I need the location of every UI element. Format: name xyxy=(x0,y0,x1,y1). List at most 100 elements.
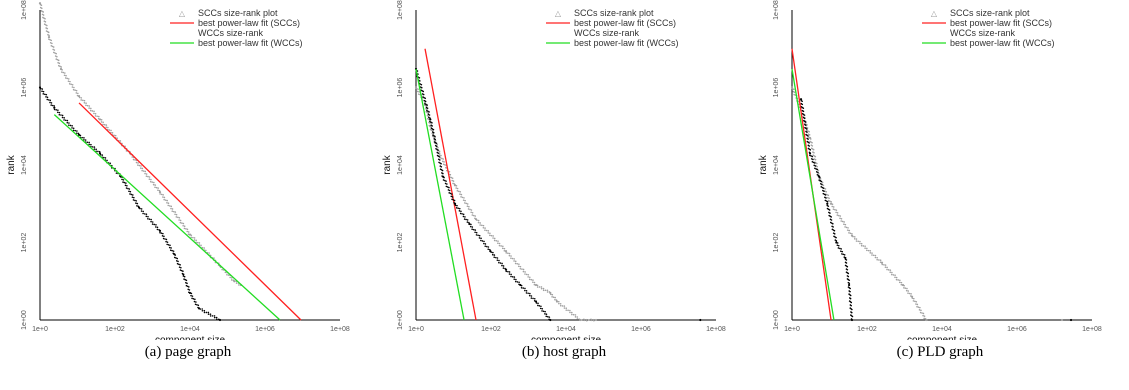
data-point-interp xyxy=(157,187,159,189)
data-point-interp xyxy=(848,279,851,282)
data-point-interp xyxy=(828,209,831,211)
data-point-interp xyxy=(66,121,69,124)
data-point xyxy=(453,202,457,205)
data-point-interp xyxy=(570,311,573,314)
caption-page-graph: (a) page graph xyxy=(144,344,232,360)
data-point-interp xyxy=(155,224,157,226)
data-point-interp xyxy=(148,178,151,180)
data-point-interp xyxy=(434,138,437,141)
data-point-interp xyxy=(831,205,834,208)
data-point-interp xyxy=(554,298,556,301)
data-point-interp xyxy=(887,269,890,271)
data-point-interp xyxy=(493,237,496,240)
data-point-interp xyxy=(198,242,201,244)
data-point-interp xyxy=(121,178,123,181)
data-point-interp xyxy=(878,259,880,261)
data-point-interp xyxy=(195,301,197,303)
data-point-interp xyxy=(46,98,49,101)
data-point-interp xyxy=(131,194,134,196)
data-point-interp xyxy=(438,150,441,153)
data-point-interp xyxy=(528,276,531,279)
data-point-interp xyxy=(548,316,551,318)
data-point-interp xyxy=(172,210,175,213)
data-point-interp xyxy=(151,223,154,225)
data-point-interp xyxy=(47,99,50,101)
data-point-interp xyxy=(107,126,109,129)
data-point-interp xyxy=(466,205,469,207)
data-point-interp xyxy=(479,222,482,224)
data-point-interp xyxy=(167,202,170,205)
data-point-interp xyxy=(448,192,451,194)
data-point-interp xyxy=(175,260,178,262)
data-point xyxy=(579,318,582,322)
x-axis-label: component size xyxy=(155,335,225,340)
data-point-interp xyxy=(851,315,854,318)
data-point-interp xyxy=(114,134,117,137)
data-point-interp xyxy=(46,24,48,27)
data-point-interp xyxy=(482,226,485,229)
data-point-interp xyxy=(911,297,914,299)
data-point xyxy=(77,133,81,136)
data-point-interp xyxy=(845,226,848,229)
data-point-interp xyxy=(98,150,101,153)
data-point-interp xyxy=(100,121,103,123)
data-point-interp xyxy=(193,300,196,303)
data-point-interp xyxy=(437,149,439,151)
data-point xyxy=(182,273,185,276)
data-point-interp xyxy=(442,163,445,166)
data-point-interp xyxy=(809,138,812,140)
data-point-interp xyxy=(918,309,921,311)
data-point-interp xyxy=(852,235,854,238)
data-point-interp xyxy=(68,83,71,85)
data-point-interp xyxy=(216,318,218,321)
data-point-interp xyxy=(226,273,228,276)
chart-page-graph: 1e+0 1e+02 1e+04 1e+06 1e+08 1e+00 1e+02 1e+04 1… xyxy=(6,0,350,340)
data-point-interp xyxy=(67,78,70,80)
data-point-interp xyxy=(162,196,164,198)
data-point-interp xyxy=(93,148,96,150)
data-point-interp xyxy=(130,193,133,196)
data-point-interp xyxy=(894,274,896,277)
data-point-interp xyxy=(93,112,95,115)
data-point-interp xyxy=(456,204,458,207)
data-point-interp xyxy=(55,58,58,60)
data-point-interp xyxy=(519,265,522,268)
data-point-interp xyxy=(136,205,138,207)
data-point-interp xyxy=(466,203,469,205)
data-point-interp xyxy=(516,263,519,265)
data-point-interp xyxy=(448,186,450,189)
data-point-interp xyxy=(147,175,149,178)
data-point-interp xyxy=(532,279,534,281)
data-point-interp xyxy=(464,199,466,202)
data-point-interp xyxy=(894,276,896,279)
data-point-interp xyxy=(171,249,173,252)
data-point-interp xyxy=(186,228,189,231)
data-point-interp xyxy=(527,273,530,276)
data-point-interp xyxy=(869,252,872,254)
data-point-interp xyxy=(156,226,159,229)
data-point xyxy=(188,291,192,295)
data-point-interp xyxy=(860,244,863,247)
data-point-interp xyxy=(843,254,846,256)
data-point-interp xyxy=(836,214,839,216)
x-tick-label: 1e+04 xyxy=(556,326,576,333)
data-point-interp xyxy=(817,171,819,174)
y-tick-label: 1e+06 xyxy=(397,78,404,98)
data-point-interp xyxy=(175,213,178,216)
data-point-interp xyxy=(182,224,184,227)
data-point-interp xyxy=(530,278,533,281)
x-axis-label: component size xyxy=(907,335,977,340)
data-point-interp xyxy=(88,105,91,107)
data-point-interp xyxy=(60,66,62,68)
data-point-interp xyxy=(90,143,92,146)
data-point-interp xyxy=(835,239,838,242)
data-point-interp xyxy=(150,218,152,221)
data-point-interp xyxy=(188,289,191,291)
y-tick-label: 1e+06 xyxy=(773,78,780,98)
data-point-interp xyxy=(492,251,494,254)
data-point-interp xyxy=(493,254,496,256)
data-point xyxy=(925,318,928,322)
data-point-interp xyxy=(481,224,483,227)
data-point-interp xyxy=(485,229,488,232)
data-point-interp xyxy=(466,219,469,221)
